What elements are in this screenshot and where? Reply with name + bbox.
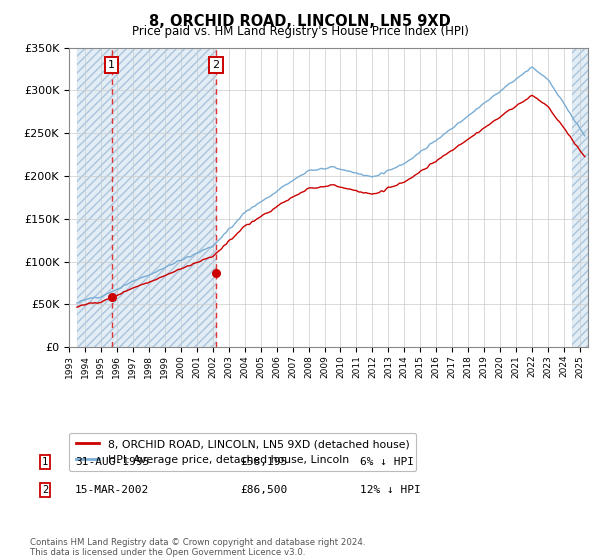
Text: 2: 2 <box>42 485 48 495</box>
Text: 12% ↓ HPI: 12% ↓ HPI <box>360 485 421 495</box>
Text: £86,500: £86,500 <box>240 485 287 495</box>
Text: Contains HM Land Registry data © Crown copyright and database right 2024.
This d: Contains HM Land Registry data © Crown c… <box>30 538 365 557</box>
Text: 1: 1 <box>108 60 115 69</box>
Bar <box>77 48 216 347</box>
Text: 1: 1 <box>42 457 48 467</box>
Text: 15-MAR-2002: 15-MAR-2002 <box>75 485 149 495</box>
Text: 31-AUG-1995: 31-AUG-1995 <box>75 457 149 467</box>
Bar <box>77 48 216 347</box>
Bar <box>572 48 588 347</box>
Text: Price paid vs. HM Land Registry's House Price Index (HPI): Price paid vs. HM Land Registry's House … <box>131 25 469 38</box>
Text: 8, ORCHID ROAD, LINCOLN, LN5 9XD: 8, ORCHID ROAD, LINCOLN, LN5 9XD <box>149 14 451 29</box>
Legend: 8, ORCHID ROAD, LINCOLN, LN5 9XD (detached house), HPI: Average price, detached : 8, ORCHID ROAD, LINCOLN, LN5 9XD (detach… <box>69 432 416 471</box>
Bar <box>572 48 588 347</box>
Text: 2: 2 <box>212 60 220 69</box>
Text: £58,195: £58,195 <box>240 457 287 467</box>
Text: 6% ↓ HPI: 6% ↓ HPI <box>360 457 414 467</box>
